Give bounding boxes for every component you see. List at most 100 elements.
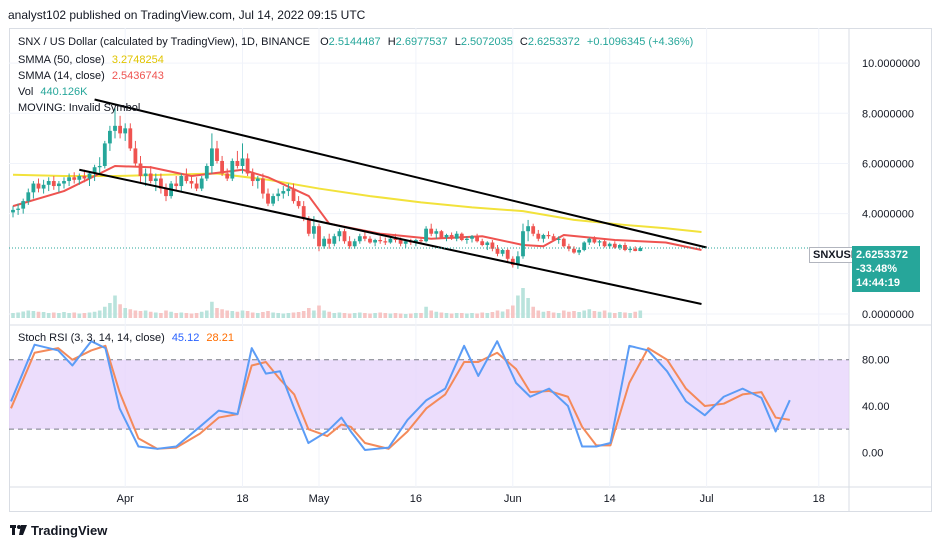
symbol-legend: SNX / US Dollar (calculated by TradingVi… bbox=[18, 36, 693, 48]
candle-body bbox=[210, 148, 214, 166]
candle-body bbox=[276, 193, 281, 197]
y-tick-label: 0.0000000 bbox=[862, 309, 914, 321]
volume-bar bbox=[327, 311, 331, 318]
stoch-y-tick-label: 0.00 bbox=[862, 447, 883, 459]
candle-body bbox=[429, 228, 434, 234]
candle-body bbox=[342, 231, 347, 242]
stoch-legend: Stoch RSI (3, 3, 14, 14, close) 45.12 28… bbox=[18, 332, 234, 344]
candle-body bbox=[51, 181, 56, 187]
candle-body bbox=[373, 239, 377, 243]
volume-bar bbox=[490, 312, 495, 318]
volume-bar bbox=[424, 306, 428, 318]
candle-body bbox=[317, 226, 321, 247]
footer-brand[interactable]: TradingView bbox=[10, 523, 107, 538]
close-value: 2.6253372 bbox=[527, 36, 580, 48]
price-tag: 2.6253372 -33.48% 14:44:19 bbox=[852, 246, 920, 292]
volume-bar bbox=[454, 313, 459, 318]
volume-bar bbox=[138, 311, 143, 318]
volume-bar bbox=[511, 305, 515, 318]
volume-bar bbox=[633, 311, 637, 318]
x-tick-label: Jun bbox=[504, 493, 522, 505]
price-tag-countdown: 14:44:19 bbox=[856, 277, 901, 289]
candle-body bbox=[470, 236, 474, 239]
candle-body bbox=[490, 242, 495, 249]
volume-bar bbox=[592, 311, 597, 318]
volume-bar bbox=[123, 308, 127, 318]
volume-bar bbox=[159, 313, 163, 318]
candle-body bbox=[607, 243, 612, 247]
volume-bar bbox=[72, 312, 76, 318]
volume-bar bbox=[597, 311, 602, 318]
open-label: O bbox=[320, 36, 329, 48]
volume-bar bbox=[551, 312, 556, 318]
candle-body bbox=[465, 238, 469, 240]
candle-body bbox=[113, 125, 117, 131]
candle-body bbox=[536, 233, 541, 239]
volume-bar bbox=[470, 313, 474, 318]
change-value: +0.1096345 (+4.36%) bbox=[586, 36, 694, 48]
volume-bar bbox=[414, 313, 418, 318]
candle-body bbox=[322, 238, 326, 247]
volume-bar bbox=[317, 305, 321, 318]
candle-body bbox=[46, 181, 51, 185]
volume-bar bbox=[439, 312, 444, 318]
candle-body bbox=[597, 241, 602, 243]
close-label: C bbox=[519, 36, 528, 48]
candle-body bbox=[220, 160, 224, 174]
moving-label: MOVING: Invalid Symbol bbox=[18, 102, 141, 114]
volume-bar bbox=[500, 311, 505, 318]
smma50-legend: SMMA (50, close) 3.2748254 bbox=[18, 54, 164, 66]
trend-line-lower bbox=[79, 168, 702, 305]
trend-line-upper bbox=[94, 98, 707, 249]
candle-body bbox=[92, 167, 97, 174]
candle-body bbox=[612, 243, 617, 248]
volume-bar bbox=[184, 313, 189, 318]
candle-body bbox=[414, 239, 418, 243]
candle-body bbox=[541, 234, 546, 239]
price-tag-change: -33.48% bbox=[856, 263, 897, 275]
stoch-band bbox=[9, 359, 849, 430]
candle-body bbox=[357, 236, 362, 242]
candle-body bbox=[108, 130, 112, 144]
volume-bar bbox=[179, 312, 184, 318]
candle-body bbox=[82, 176, 87, 179]
candle-body bbox=[133, 148, 138, 164]
candle-body bbox=[118, 125, 122, 134]
volume-bar bbox=[286, 313, 291, 318]
candle-body bbox=[16, 208, 20, 210]
volume-bar bbox=[148, 311, 153, 318]
candle-body bbox=[454, 233, 459, 239]
candle-body bbox=[240, 158, 245, 166]
candle-body bbox=[500, 250, 505, 254]
volume-bar bbox=[378, 312, 382, 318]
volume-bar bbox=[521, 288, 525, 318]
candle-body bbox=[301, 206, 306, 219]
low-value: 2.5072035 bbox=[460, 36, 513, 48]
volume-bar bbox=[607, 312, 612, 318]
x-tick-label: 18 bbox=[813, 493, 825, 505]
publish-bar: analyst102 published on TradingView.com,… bbox=[0, 0, 941, 28]
candle-body bbox=[434, 231, 439, 234]
candle-body bbox=[444, 234, 449, 238]
candle-body bbox=[623, 245, 627, 251]
candle-body bbox=[102, 143, 107, 166]
candle-body bbox=[572, 248, 576, 253]
volume-bar bbox=[271, 312, 275, 318]
volume-bar bbox=[21, 311, 25, 318]
volume-bar bbox=[475, 313, 479, 318]
high-value: 2.6977537 bbox=[395, 36, 448, 48]
volume-bar bbox=[352, 313, 357, 318]
volume-legend: Vol 440.126K bbox=[18, 86, 87, 98]
volume-bar bbox=[613, 313, 617, 318]
stoch-k-value: 45.12 bbox=[171, 332, 200, 344]
volume-bar bbox=[133, 310, 138, 318]
candle-body bbox=[266, 193, 270, 204]
candle-body bbox=[521, 231, 525, 257]
volume-bar bbox=[373, 313, 377, 318]
volume-bar bbox=[103, 306, 107, 318]
candle-body bbox=[403, 241, 408, 244]
volume-bar bbox=[332, 313, 337, 318]
candle-body bbox=[439, 231, 444, 238]
volume-bar bbox=[210, 301, 214, 318]
